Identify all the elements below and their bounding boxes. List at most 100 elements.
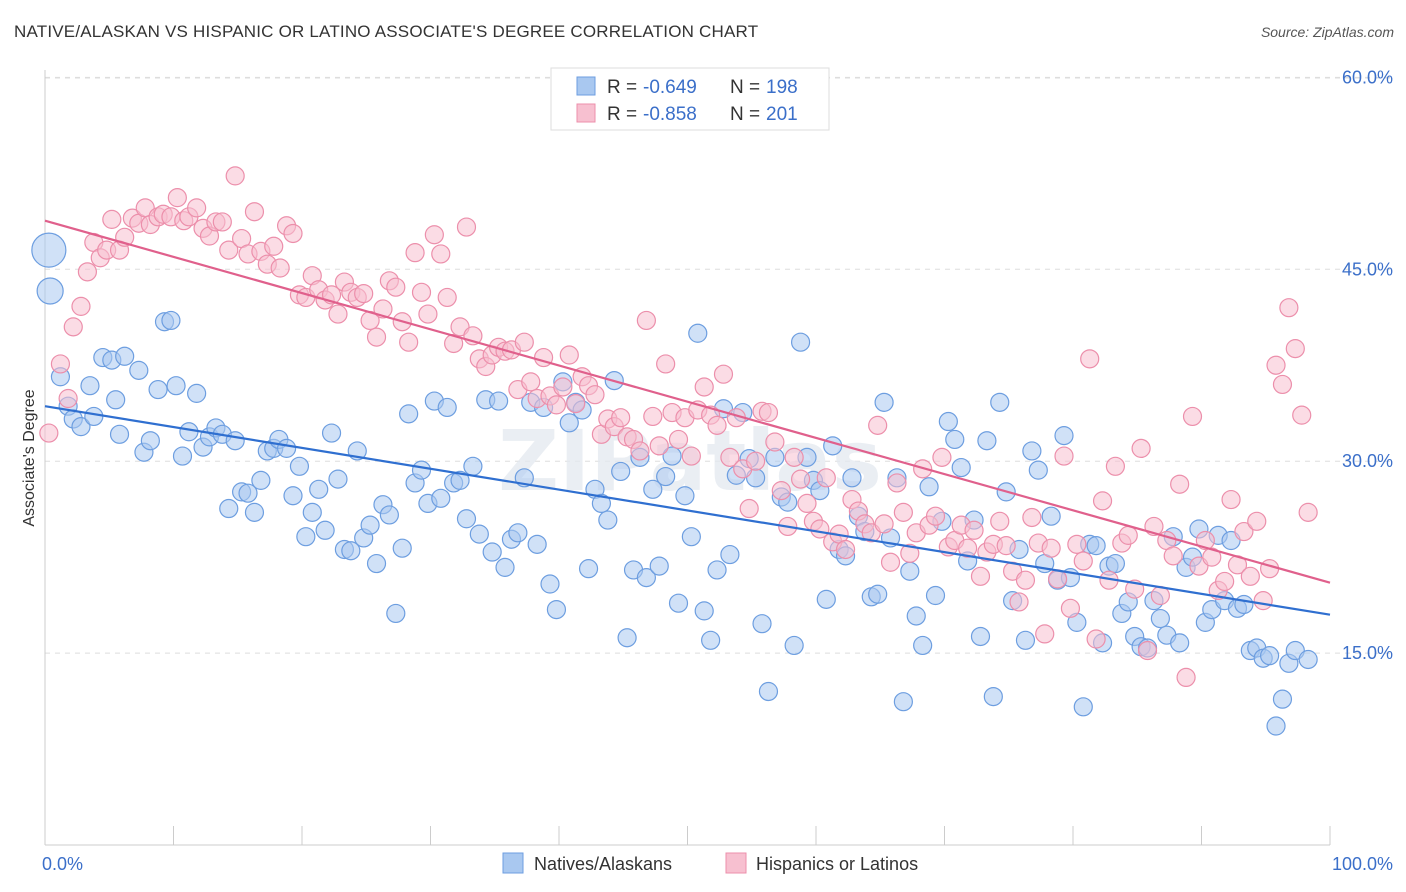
legend-swatch-hispanics-latinos: [725, 852, 747, 874]
point-natives-alaskans: [341, 541, 361, 561]
point-natives-alaskans: [540, 574, 560, 594]
point-natives-alaskans: [469, 524, 489, 544]
point-hispanics-latinos: [1247, 511, 1267, 531]
point-hispanics-latinos: [1137, 640, 1158, 661]
point-hispanics-latinos: [264, 236, 284, 256]
legend: Natives/Alaskans Hispanics or Latinos: [502, 852, 918, 874]
point-hispanics-latinos: [456, 217, 477, 237]
point-hispanics-latinos: [1195, 530, 1215, 551]
point-hispanics-latinos: [1067, 534, 1087, 554]
point-hispanics-latinos: [1234, 521, 1254, 542]
point-natives-alaskans: [115, 346, 135, 366]
point-natives-alaskans: [598, 510, 618, 530]
point-natives-alaskans: [1260, 646, 1280, 666]
point-hispanics-latinos: [643, 406, 663, 427]
legend-swatch-natives-alaskans: [502, 852, 524, 874]
point-natives-alaskans: [495, 557, 515, 577]
point-hispanics-latinos: [444, 333, 464, 354]
point-natives-alaskans: [617, 628, 637, 648]
stats-box: R = -0.649 N = 198 R = -0.858 N = 201: [550, 67, 830, 131]
point-hispanics-latinos: [1086, 629, 1106, 649]
point-hispanics-latinos: [212, 212, 232, 232]
y-tick-label: 30.0%: [1342, 451, 1393, 471]
point-hispanics-latinos: [1022, 507, 1042, 528]
point-hispanics-latinos: [1182, 406, 1203, 427]
stats-n-label-pink: N =: [730, 104, 760, 125]
point-hispanics-latinos: [431, 244, 451, 264]
stats-r-value-pink: -0.858: [643, 104, 697, 125]
x-tick-labels: 0.0% 100.0%: [42, 854, 1393, 874]
point-natives-alaskans: [360, 515, 380, 535]
point-natives-alaskans: [977, 431, 997, 451]
point-natives-alaskans: [251, 470, 271, 490]
point-natives-alaskans: [296, 527, 316, 547]
point-hispanics-latinos: [585, 385, 605, 405]
point-natives-alaskans: [945, 429, 965, 450]
point-natives-alaskans: [1298, 649, 1318, 670]
point-natives-alaskans: [694, 601, 714, 621]
point-hispanics-latinos: [244, 202, 265, 222]
point-hispanics-latinos: [366, 327, 387, 347]
point-natives-alaskans: [328, 469, 348, 489]
point-natives-alaskans: [482, 542, 502, 562]
point-hispanics-latinos: [102, 209, 122, 229]
point-natives-alaskans: [1054, 426, 1074, 446]
point-hispanics-latinos: [925, 506, 946, 526]
point-hispanics-latinos: [1266, 355, 1286, 375]
point-hispanics-latinos: [694, 377, 714, 397]
point-hispanics-latinos: [1009, 592, 1029, 612]
point-hispanics-latinos: [521, 372, 541, 392]
point-natives-alaskans: [868, 584, 888, 604]
point-hispanics-latinos: [1285, 339, 1305, 359]
point-natives-alaskans: [106, 390, 126, 410]
y-tick-label: 45.0%: [1342, 259, 1393, 279]
point-natives-alaskans: [148, 379, 168, 400]
point-natives-alaskans: [31, 232, 67, 268]
point-natives-alaskans: [431, 488, 451, 508]
point-natives-alaskans: [611, 461, 631, 482]
point-hispanics-latinos: [167, 188, 187, 208]
point-hispanics-latinos: [797, 493, 817, 514]
point-hispanics-latinos: [1279, 298, 1299, 318]
point-natives-alaskans: [913, 635, 933, 656]
point-hispanics-latinos: [63, 317, 83, 337]
point-natives-alaskans: [1266, 716, 1286, 736]
point-natives-alaskans: [900, 561, 920, 581]
x-tick-label: 100.0%: [1332, 854, 1393, 874]
point-natives-alaskans: [688, 323, 708, 343]
point-hispanics-latinos: [77, 262, 98, 282]
point-natives-alaskans: [219, 498, 239, 519]
point-hispanics-latinos: [900, 543, 920, 563]
point-natives-alaskans: [179, 422, 199, 442]
point-natives-alaskans: [906, 606, 926, 626]
y-tick-label: 60.0%: [1342, 67, 1393, 87]
point-hispanics-latinos: [958, 538, 978, 558]
point-natives-alaskans: [790, 332, 811, 352]
point-hispanics-latinos: [328, 304, 348, 324]
point-hispanics-latinos: [630, 441, 650, 461]
point-hispanics-latinos: [932, 447, 952, 467]
point-hispanics-latinos: [668, 429, 689, 450]
point-natives-alaskans: [1150, 608, 1170, 629]
point-natives-alaskans: [668, 593, 689, 613]
point-natives-alaskans: [816, 589, 836, 609]
point-natives-alaskans: [379, 505, 399, 525]
point-hispanics-latinos: [970, 566, 991, 586]
point-hispanics-latinos: [816, 468, 836, 488]
point-hispanics-latinos: [1060, 598, 1081, 618]
legend-label-natives-alaskans: Natives/Alaskans: [534, 854, 672, 874]
trend-lines: [44, 219, 1331, 616]
point-hispanics-latinos: [553, 377, 573, 397]
point-natives-alaskans: [36, 277, 64, 305]
point-natives-alaskans: [1041, 506, 1061, 526]
point-natives-alaskans: [84, 406, 104, 427]
point-hispanics-latinos: [1035, 624, 1055, 644]
point-natives-alaskans: [1170, 633, 1190, 653]
point-hispanics-latinos: [1240, 566, 1260, 586]
point-hispanics-latinos: [1073, 551, 1093, 571]
point-hispanics-latinos: [636, 310, 656, 331]
point-natives-alaskans: [140, 431, 160, 451]
point-hispanics-latinos: [514, 332, 534, 352]
point-hispanics-latinos: [71, 296, 91, 316]
